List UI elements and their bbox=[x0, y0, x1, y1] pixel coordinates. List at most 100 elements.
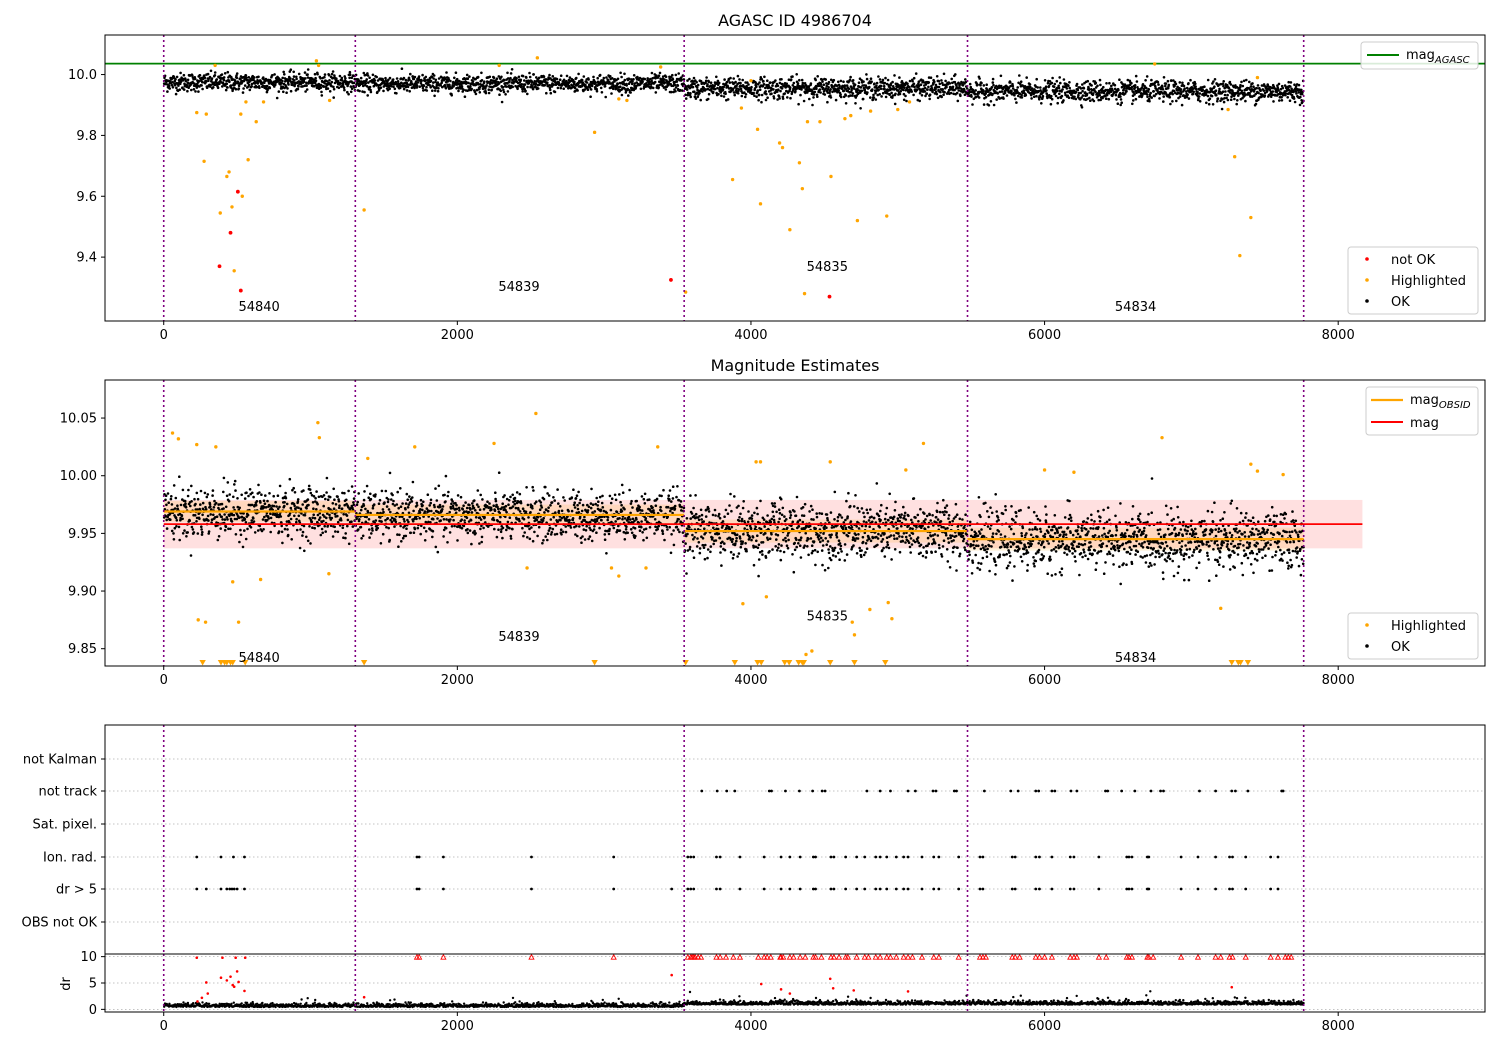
ok-point bbox=[422, 500, 425, 504]
ok-point bbox=[187, 86, 190, 89]
ok-point bbox=[970, 95, 973, 98]
ok-point bbox=[546, 492, 549, 495]
ok-point bbox=[436, 89, 440, 93]
ok-point bbox=[390, 520, 394, 524]
highlighted-point bbox=[240, 194, 244, 198]
ok-point bbox=[883, 87, 886, 91]
y-tick-label: 9.4 bbox=[76, 251, 97, 266]
ok-point bbox=[168, 87, 171, 90]
ok-point bbox=[576, 534, 579, 538]
ok-point bbox=[228, 493, 231, 496]
ok-point bbox=[418, 511, 422, 514]
ok-point bbox=[1164, 82, 1168, 85]
ok-point bbox=[226, 518, 229, 521]
ok-point bbox=[243, 529, 246, 532]
ok-point bbox=[839, 95, 843, 99]
ok-point bbox=[479, 518, 483, 521]
ok-point bbox=[225, 82, 229, 86]
ok-point bbox=[199, 489, 203, 493]
ok-point bbox=[362, 504, 366, 507]
ok-point bbox=[1252, 85, 1255, 88]
ok-point bbox=[273, 73, 276, 76]
ok-point bbox=[532, 73, 535, 76]
ok-point bbox=[1132, 99, 1135, 102]
highlighted-point bbox=[658, 65, 663, 69]
ok-point bbox=[348, 76, 351, 80]
ok-point bbox=[501, 502, 505, 506]
ok-point bbox=[487, 91, 491, 95]
ok-point bbox=[536, 87, 540, 90]
ok-point bbox=[194, 502, 197, 506]
ok-point bbox=[755, 85, 758, 88]
ok-point bbox=[170, 529, 174, 533]
ok-point bbox=[325, 516, 328, 520]
ok-point bbox=[397, 545, 400, 548]
ok-point bbox=[893, 74, 896, 77]
ok-point bbox=[1287, 80, 1290, 84]
ok-point bbox=[581, 503, 585, 507]
ok-point bbox=[599, 508, 603, 512]
ok-point bbox=[582, 75, 586, 78]
ok-point bbox=[330, 72, 334, 76]
ok-point bbox=[301, 534, 304, 537]
ok-point bbox=[680, 78, 683, 82]
ok-point bbox=[457, 89, 460, 93]
highlighted-point bbox=[314, 59, 319, 63]
ok-point bbox=[423, 510, 427, 513]
x-tick-label: 8000 bbox=[1322, 328, 1355, 343]
ok-point bbox=[598, 526, 601, 530]
ok-point bbox=[733, 93, 736, 97]
ok-point bbox=[450, 502, 453, 506]
ok-point bbox=[240, 493, 243, 497]
ok-point bbox=[707, 92, 711, 96]
ok-point bbox=[243, 517, 247, 521]
ok-point bbox=[419, 81, 423, 85]
ok-point bbox=[799, 93, 802, 97]
ok-point bbox=[380, 489, 384, 493]
ok-point bbox=[302, 80, 306, 83]
ok-point bbox=[571, 517, 575, 520]
highlighted-point bbox=[730, 177, 735, 182]
ok-point bbox=[245, 491, 248, 495]
ok-point bbox=[1068, 86, 1071, 90]
ok-point bbox=[200, 528, 203, 531]
ok-point bbox=[1056, 96, 1060, 100]
ok-point bbox=[227, 499, 231, 503]
ok-point bbox=[237, 516, 241, 520]
ok-point bbox=[590, 539, 594, 543]
ok-point bbox=[1099, 83, 1102, 87]
ok-point bbox=[1207, 102, 1211, 106]
ok-point bbox=[560, 533, 563, 536]
ok-point bbox=[385, 525, 388, 529]
ok-point bbox=[1220, 107, 1224, 111]
ok-point bbox=[399, 487, 402, 490]
highlighted-point bbox=[802, 291, 807, 296]
ok-point bbox=[382, 510, 385, 514]
ok-point bbox=[286, 87, 289, 90]
ok-point bbox=[596, 504, 599, 507]
ok-point bbox=[509, 537, 513, 540]
ok-point bbox=[1223, 93, 1227, 97]
ok-point bbox=[942, 93, 945, 97]
ok-point bbox=[332, 85, 335, 89]
ok-point bbox=[705, 76, 708, 79]
ok-point bbox=[200, 84, 203, 87]
ok-point bbox=[1150, 96, 1153, 99]
ok-point bbox=[287, 83, 290, 86]
ok-point bbox=[1092, 99, 1096, 103]
ok-point bbox=[536, 534, 539, 538]
ok-point bbox=[576, 503, 579, 507]
ok-point bbox=[707, 80, 711, 84]
ok-point bbox=[794, 90, 797, 93]
ok-point bbox=[893, 102, 897, 106]
x-tick-label: 4000 bbox=[734, 328, 767, 343]
ok-point bbox=[244, 537, 248, 541]
ok-point bbox=[178, 88, 181, 91]
ok-point bbox=[1098, 93, 1101, 97]
ok-point bbox=[1067, 84, 1070, 87]
ok-point bbox=[1073, 95, 1076, 99]
highlighted-point bbox=[362, 208, 366, 212]
ok-point bbox=[165, 503, 168, 507]
ok-point bbox=[1154, 92, 1158, 96]
ok-point bbox=[198, 74, 202, 77]
